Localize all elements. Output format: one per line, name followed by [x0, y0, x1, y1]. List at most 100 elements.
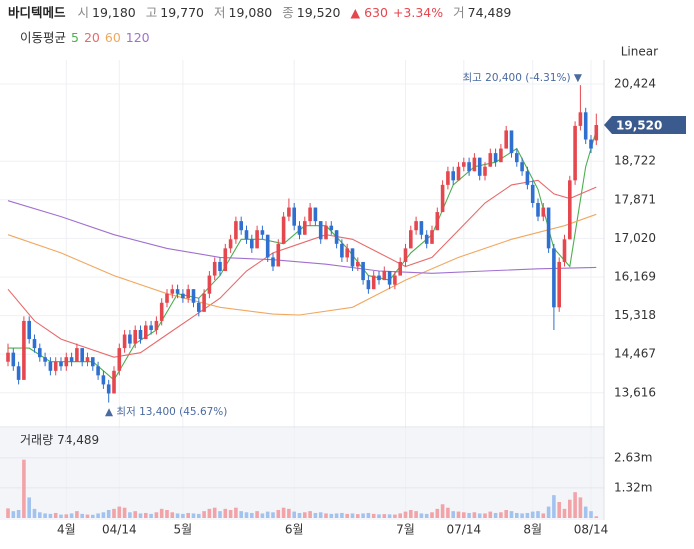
volume-bar — [393, 514, 397, 518]
volume-bar — [250, 512, 254, 518]
annotation: 최고 20,400 (-4.31%) ▼ — [463, 72, 583, 84]
ma-line — [8, 130, 597, 381]
volume-bar — [165, 510, 169, 518]
volume-bar — [101, 512, 106, 518]
candle-body — [75, 348, 79, 362]
volume-bar — [260, 513, 265, 518]
candle-body — [583, 112, 588, 140]
volume-bar — [430, 512, 434, 518]
volume-bar — [32, 508, 37, 518]
candle-body — [435, 212, 440, 231]
y-tick-label: 17,020 — [614, 231, 656, 245]
candle-body — [430, 230, 434, 244]
volume-bar — [64, 514, 69, 518]
volume-bar — [340, 512, 344, 518]
candle-body — [128, 334, 132, 344]
volume-bar — [53, 512, 58, 518]
candle-body — [6, 352, 10, 362]
candle-body — [356, 261, 360, 267]
volume-bar — [451, 511, 455, 518]
legend-item: 120 — [126, 30, 150, 45]
candle-body — [138, 329, 143, 340]
field-label: 거 — [453, 5, 465, 20]
scale-label[interactable]: Linear — [621, 45, 658, 59]
volume-bar — [361, 513, 365, 518]
volume-bar — [371, 513, 376, 518]
candle-body — [159, 302, 164, 321]
volume-bar — [223, 508, 228, 518]
candle-body — [366, 280, 371, 290]
ma-line — [7, 213, 597, 316]
volume-bar — [552, 495, 556, 518]
volume-bar — [122, 507, 127, 518]
volume-bar — [308, 511, 312, 518]
volume-bar — [382, 514, 387, 518]
volume-bar — [345, 513, 349, 518]
candle-body — [393, 275, 397, 285]
legend-item: 60 — [105, 30, 121, 45]
volume-bar — [117, 506, 122, 518]
volume-bar — [594, 516, 599, 518]
x-tick-label: 5월 — [174, 523, 193, 537]
volume-bar — [589, 511, 593, 518]
volume-bar — [387, 514, 392, 518]
volume-bar — [11, 511, 16, 518]
volume-bar — [255, 511, 259, 518]
candle-body — [133, 329, 137, 344]
legend-title: 이동평균 — [20, 30, 66, 45]
change-pct: +3.34% — [393, 5, 443, 20]
stock-name: 바디텍메드 — [8, 5, 66, 20]
ma-line — [7, 200, 597, 274]
candle-body — [239, 221, 243, 231]
candle-body — [112, 370, 116, 394]
volume-bar — [186, 512, 190, 518]
candle-body — [244, 230, 249, 240]
candle-body — [281, 216, 286, 244]
candle-body — [536, 203, 540, 217]
y-tick-label: 16,169 — [614, 269, 656, 283]
candle-body — [371, 275, 376, 290]
field-label: 고 — [146, 5, 158, 20]
candle-body — [515, 153, 519, 163]
volume-bar — [138, 513, 143, 518]
volume-bar — [583, 506, 588, 518]
candle-body — [350, 248, 355, 267]
volume-bar — [133, 511, 137, 518]
y-tick-label: 14,467 — [614, 347, 656, 361]
volume-bar — [27, 497, 31, 518]
volume-bar — [85, 514, 90, 518]
candle-body — [292, 207, 296, 226]
candle-body — [546, 207, 551, 249]
volume-panel-bg — [0, 428, 604, 520]
volume-bar — [287, 508, 291, 518]
field-value: 19,520 — [297, 5, 341, 20]
volume-bar — [472, 512, 477, 518]
volume-bar — [265, 511, 270, 518]
volume-bar — [435, 508, 440, 518]
candle-body — [313, 207, 318, 222]
candle-body — [552, 248, 556, 308]
volume-bar — [440, 504, 445, 518]
volume-bar — [409, 510, 413, 518]
volume-bar — [80, 513, 84, 518]
candle-body — [165, 293, 169, 303]
volume-bar — [43, 513, 47, 518]
volume-bar — [6, 508, 10, 518]
volume-bar — [414, 511, 418, 518]
candle-body — [287, 207, 291, 217]
volume-bar — [324, 513, 328, 518]
candle-body — [38, 348, 42, 358]
volume-bar — [467, 512, 471, 518]
change: ▲ 630 — [351, 5, 388, 20]
y-tick-label: 20,424 — [614, 77, 656, 91]
volume-bar — [573, 492, 577, 518]
candle-body — [11, 352, 16, 367]
candle-body — [250, 239, 254, 249]
last-price-tag — [604, 115, 686, 134]
volume-bar — [75, 511, 79, 518]
candle-body — [340, 243, 344, 258]
volume-bar — [318, 512, 323, 518]
candle-body — [191, 289, 196, 303]
last-price-label: 19,520 — [616, 118, 662, 132]
volume-bar — [403, 511, 408, 518]
